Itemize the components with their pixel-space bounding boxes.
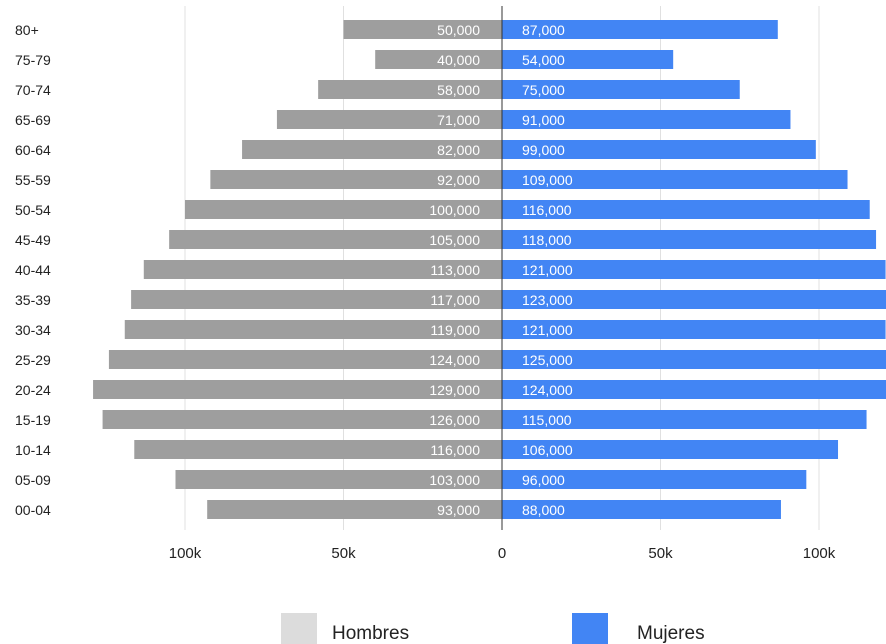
age-group-label: 80+ <box>15 22 39 38</box>
age-group-label: 25-29 <box>15 352 51 368</box>
bar-label-mujeres: 109,000 <box>522 172 573 188</box>
age-group-label: 30-34 <box>15 322 51 338</box>
x-tick-label: 50k <box>648 545 673 562</box>
bar-label-mujeres: 123,000 <box>522 292 573 308</box>
bar-mujeres <box>502 50 674 69</box>
bar-mujeres <box>502 230 877 249</box>
age-group-label: 45-49 <box>15 232 51 248</box>
bar-label-hombres: 113,000 <box>430 262 480 278</box>
bar-hombres <box>169 230 502 249</box>
bar-label-hombres: 105,000 <box>429 232 480 248</box>
age-group-label: 55-59 <box>15 172 51 188</box>
age-group-label: 15-19 <box>15 412 51 428</box>
bar-hombres <box>134 440 502 459</box>
legend: Hombres Mujeres <box>281 613 705 644</box>
bar-hombres <box>131 290 503 309</box>
bar-label-mujeres: 118,000 <box>522 232 572 248</box>
age-group-label: 75-79 <box>15 52 51 68</box>
x-axis-tick-labels: 100k 50k 0 50k 100k <box>169 545 836 562</box>
bar-label-mujeres: 125,000 <box>522 352 573 368</box>
age-group-label: 50-54 <box>15 202 51 218</box>
bars: 50,000 87,000 40,000 54,000 58,000 75,000 71,0… <box>93 20 886 519</box>
bar-label-mujeres: 75,000 <box>522 82 565 98</box>
bar-mujeres <box>502 110 791 129</box>
bar-label-hombres: 129,000 <box>429 382 480 398</box>
bar-mujeres <box>502 320 886 339</box>
age-group-label: 70-74 <box>15 82 51 98</box>
bar-label-mujeres: 99,000 <box>522 142 565 158</box>
bar-hombres <box>143 260 503 279</box>
bar-hombres <box>93 380 502 399</box>
bar-label-hombres: 50,000 <box>437 22 480 38</box>
legend-swatch-mujeres <box>572 613 608 644</box>
bar-label-hombres: 58,000 <box>437 82 480 98</box>
bar-hombres <box>108 350 503 369</box>
bar-hombres <box>210 170 503 189</box>
bar-label-hombres: 126,000 <box>429 412 480 428</box>
bar-label-hombres: 100,000 <box>429 202 480 218</box>
bar-hombres <box>343 20 502 39</box>
bar-hombres <box>102 410 502 429</box>
bar-mujeres <box>502 200 870 219</box>
bar-label-hombres: 124,000 <box>429 352 480 368</box>
bar-label-hombres: 93,000 <box>437 502 480 518</box>
bar-hombres <box>318 80 502 99</box>
x-tick-label: 50k <box>331 545 356 562</box>
bar-label-hombres: 117,000 <box>430 292 480 308</box>
bar-label-mujeres: 116,000 <box>522 202 572 218</box>
x-tick-label: 0 <box>498 545 506 562</box>
bar-mujeres <box>502 380 886 399</box>
legend-label-mujeres: Mujeres <box>637 623 705 644</box>
bar-label-hombres: 92,000 <box>437 172 480 188</box>
bar-mujeres <box>502 260 886 279</box>
age-group-label: 60-64 <box>15 142 51 158</box>
bar-hombres <box>175 470 503 489</box>
bar-mujeres <box>502 350 886 369</box>
bar-mujeres <box>502 80 740 99</box>
bar-label-hombres: 119,000 <box>430 322 480 338</box>
age-group-label: 05-09 <box>15 472 51 488</box>
bar-mujeres <box>502 500 781 519</box>
age-group-label: 35-39 <box>15 292 51 308</box>
age-group-label: 65-69 <box>15 112 51 128</box>
bar-mujeres <box>502 470 807 489</box>
bar-label-mujeres: 88,000 <box>522 502 565 518</box>
bar-label-mujeres: 121,000 <box>522 322 573 338</box>
bar-hombres <box>242 140 502 159</box>
bar-mujeres <box>502 20 778 39</box>
bar-label-mujeres: 54,000 <box>522 52 565 68</box>
bar-mujeres <box>502 170 848 189</box>
bar-hombres <box>124 320 503 339</box>
bar-label-mujeres: 121,000 <box>522 262 573 278</box>
bar-label-mujeres: 87,000 <box>522 22 565 38</box>
bar-mujeres <box>502 440 839 459</box>
legend-swatch-hombres <box>281 613 317 644</box>
bar-hombres <box>276 110 502 129</box>
bar-label-mujeres: 124,000 <box>522 382 573 398</box>
bar-label-mujeres: 91,000 <box>522 112 565 128</box>
age-group-label: 40-44 <box>15 262 51 278</box>
age-group-label: 10-14 <box>15 442 51 458</box>
bar-label-hombres: 40,000 <box>437 52 480 68</box>
bar-hombres <box>185 200 502 219</box>
bar-label-mujeres: 96,000 <box>522 472 565 488</box>
x-tick-label: 100k <box>803 545 836 562</box>
bar-mujeres <box>502 140 816 159</box>
bar-mujeres <box>502 410 867 429</box>
age-group-label: 00-04 <box>15 502 51 518</box>
bar-label-mujeres: 115,000 <box>522 412 572 428</box>
legend-label-hombres: Hombres <box>332 623 409 644</box>
bar-label-mujeres: 106,000 <box>522 442 573 458</box>
bar-label-hombres: 71,000 <box>437 112 480 128</box>
bar-label-hombres: 103,000 <box>429 472 480 488</box>
bar-label-hombres: 116,000 <box>430 442 480 458</box>
bar-mujeres <box>502 290 886 309</box>
bar-hombres <box>375 50 502 69</box>
x-tick-label: 100k <box>169 545 202 562</box>
bar-label-hombres: 82,000 <box>437 142 480 158</box>
age-group-label: 20-24 <box>15 382 51 398</box>
age-group-labels: 80+ 75-79 70-74 65-69 60-64 55-59 50-54 45-49 40… <box>15 22 51 518</box>
bar-hombres <box>207 500 502 519</box>
